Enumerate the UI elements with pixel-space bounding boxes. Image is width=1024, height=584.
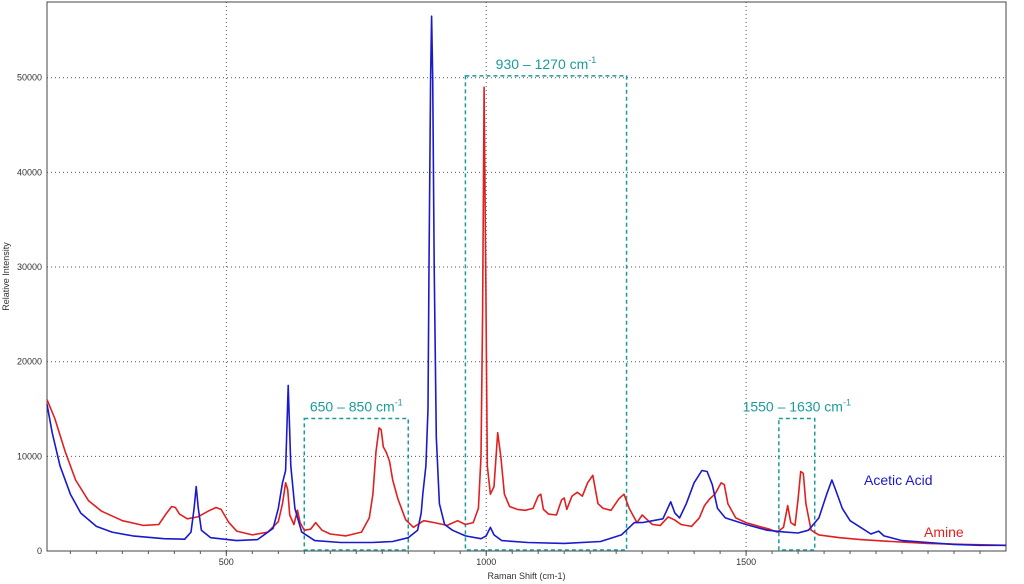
- series-labels: Acetic Acid Amine: [864, 472, 964, 540]
- plot-border: [46, 1, 1007, 552]
- region-label-superscript: -1: [843, 397, 851, 407]
- region-label: 650 – 850 cm-1: [310, 397, 403, 414]
- grid-lines: [47, 2, 1006, 551]
- region-label: 1550 – 1630 cm-1: [743, 397, 851, 414]
- region-label-superscript: -1: [395, 397, 403, 407]
- highlight-regions: 650 – 850 cm-1 930 – 1270 cm-1 1550 – 1630…: [303, 55, 851, 551]
- region-label: 930 – 1270 cm-1: [496, 55, 597, 72]
- x-axis-title: Raman Shift (cm-1): [487, 571, 565, 581]
- region-box: [778, 417, 816, 551]
- series-lines: [46, 15, 1007, 547]
- region-label-superscript: -1: [588, 55, 596, 65]
- x-axis-ticks: 500 1000 1500: [69, 551, 981, 567]
- x-tick-label: 1000: [476, 557, 496, 567]
- series-line-amine: [46, 86, 1007, 547]
- plot-frame: [46, 1, 1007, 552]
- y-tick-label: 20000: [17, 357, 42, 367]
- series-label-amine: Amine: [924, 524, 964, 540]
- y-tick-label: 30000: [17, 262, 42, 272]
- y-tick-label: 50000: [17, 73, 42, 83]
- x-tick-label: 500: [219, 557, 234, 567]
- series-label-acetic-acid: Acetic Acid: [864, 472, 932, 488]
- y-axis-title: Relative Intensity: [1, 242, 11, 311]
- x-tick-label: 1500: [736, 557, 756, 567]
- y-tick-label: 40000: [17, 167, 42, 177]
- region-box: [303, 417, 409, 551]
- y-axis-ticks: 0 10000 20000 30000 40000 50000: [17, 73, 42, 556]
- y-tick-label: 0: [37, 546, 42, 556]
- y-tick-label: 10000: [17, 451, 42, 461]
- series-line-acetic-acid: [46, 15, 1006, 547]
- region-box: [464, 75, 628, 551]
